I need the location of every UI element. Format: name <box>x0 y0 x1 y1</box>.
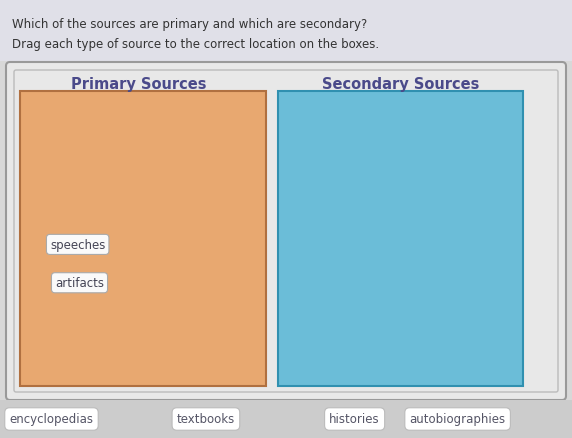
Text: artifacts: artifacts <box>55 277 104 290</box>
Text: Which of the sources are primary and which are secondary?: Which of the sources are primary and whi… <box>12 18 367 31</box>
Text: histories: histories <box>329 413 380 426</box>
Text: textbooks: textbooks <box>177 413 235 426</box>
Text: Primary Sources: Primary Sources <box>71 76 206 91</box>
FancyBboxPatch shape <box>6 63 566 400</box>
Text: autobiographies: autobiographies <box>410 413 506 426</box>
Text: encyclopedias: encyclopedias <box>10 413 93 426</box>
Bar <box>277 92 523 386</box>
Bar <box>0 0 572 62</box>
Text: Drag each type of source to the correct location on the boxes.: Drag each type of source to the correct … <box>12 38 379 51</box>
Bar <box>20 92 265 386</box>
Bar <box>0 400 572 438</box>
Text: speeches: speeches <box>50 238 105 251</box>
Text: Secondary Sources: Secondary Sources <box>322 76 479 91</box>
